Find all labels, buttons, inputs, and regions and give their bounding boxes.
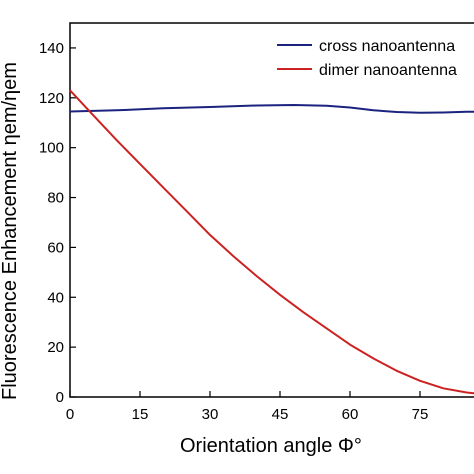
- y-tick-label: 120: [39, 90, 64, 107]
- legend-label-dimer: dimer nanoantenna: [319, 62, 457, 79]
- y-tick-label: 40: [47, 289, 64, 306]
- plot-frame: [69, 22, 474, 398]
- y-tick-label: 100: [39, 140, 64, 157]
- y-tick-label: 60: [47, 239, 64, 256]
- x-tick-label: 75: [412, 406, 429, 423]
- y-tick-label: 0: [56, 389, 64, 406]
- y-tick-label: 140: [39, 40, 64, 57]
- series-line-dimer: [69, 89, 474, 395]
- x-tick-label: 15: [132, 406, 149, 423]
- series-layer: [69, 89, 474, 395]
- y-axis-title: Fluorescence Enhancement ηem/ηem: [0, 62, 21, 400]
- legend-label-cross: cross nanoantenna: [319, 38, 455, 55]
- x-tick-label: 0: [66, 406, 74, 423]
- y-tick-label: 20: [47, 339, 64, 356]
- x-tick-label: 45: [272, 406, 289, 423]
- y-tick-label: 80: [47, 190, 64, 207]
- x-tick-label: 30: [202, 406, 219, 423]
- series-line-cross: [69, 104, 474, 114]
- x-tick-label: 60: [342, 406, 359, 423]
- x-axis-title: Orientation angle Φ°: [180, 435, 362, 457]
- ticks-layer: 0 15 30 45 60 75 0 20 40 60 80 100 120 140: [39, 40, 428, 423]
- legend: cross nanoantenna dimer nanoantenna: [277, 38, 457, 79]
